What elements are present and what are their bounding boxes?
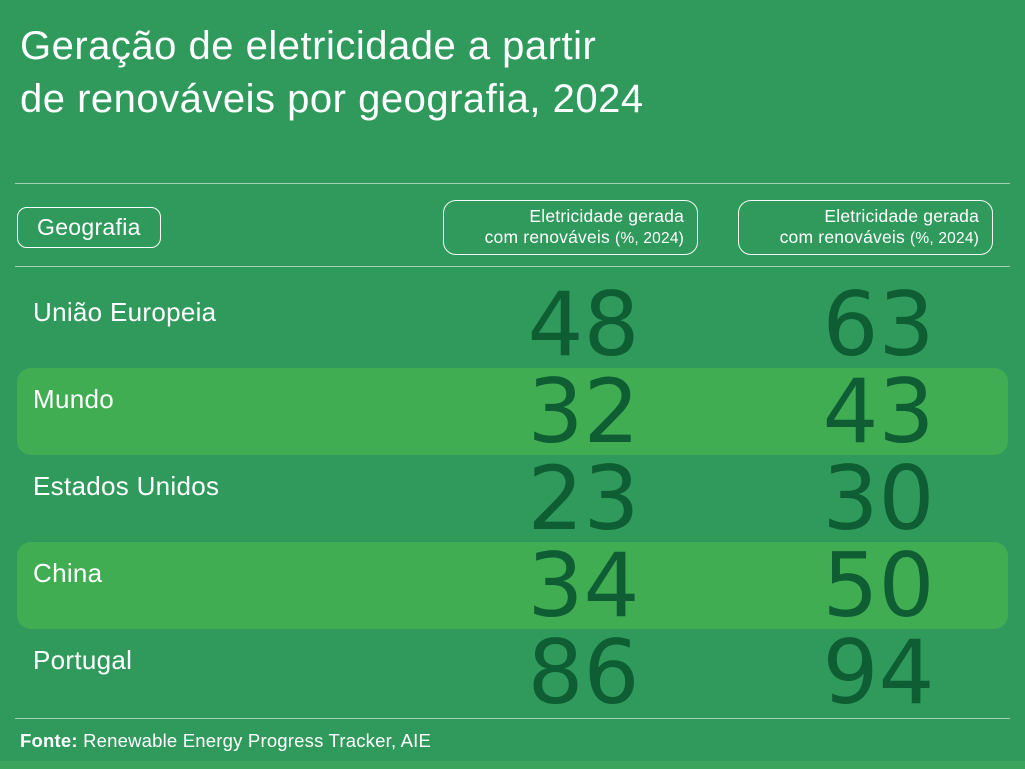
column-header-2-paren: (%, 2024) [910,229,979,247]
table-body: União Europeia 48 63 Mundo 32 43 Estados… [0,273,1025,724]
source-note: Fonte: Renewable Energy Progress Tracker… [20,730,431,752]
value-col2: 50 [822,534,935,637]
divider-header [15,266,1010,267]
geography-header-chip: Geografia [17,206,161,248]
page-title-line1: Geração de eletricidade a partir [20,24,597,68]
value-col1: 32 [527,360,640,463]
table-row: Estados Unidos 23 30 [17,447,1008,550]
value-col2: 43 [822,360,935,463]
value-col2: 63 [822,273,935,376]
page-title: Geração de eletricidade a partir de reno… [20,20,644,126]
geography-label: União Europeia [33,297,217,327]
column-header-2-line1: Eletricidade gerada [824,205,979,226]
value-col1: 48 [527,273,640,376]
value-col1: 86 [527,621,640,724]
table-header: Geografia Eletricidade gerada com renová… [17,197,993,257]
column-header-1-paren: (%, 2024) [615,229,684,247]
geography-header-label: Geografia [37,213,141,240]
table-row: Portugal 86 94 [17,621,1008,724]
source-label: Fonte: [20,730,78,751]
bottom-strip [0,761,1025,769]
geography-label: China [33,558,103,588]
value-col1: 23 [527,447,640,550]
divider-top [15,183,1010,184]
table-row: União Europeia 48 63 [17,273,1008,376]
value-col2: 30 [822,447,935,550]
geography-label: Estados Unidos [33,471,220,501]
geography-label: Mundo [33,384,114,414]
table-row: China 34 50 [17,534,1008,637]
table-row: Mundo 32 43 [17,360,1008,463]
column-header-1-line1: Eletricidade gerada [529,205,684,226]
divider-footer [15,718,1010,719]
geography-label: Portugal [33,645,133,675]
value-col2: 94 [822,621,935,724]
source-text: Renewable Energy Progress Tracker, AIE [83,730,432,751]
page-title-line2: de renováveis por geografia, 2024 [20,77,644,121]
column-header-2-line2: com renováveis (%, 2024) [779,226,979,247]
geography-header-cell: Geografia [17,206,443,248]
column-header-1: Eletricidade gerada com renováveis (%, 2… [443,199,698,255]
column-header-2: Eletricidade gerada com renováveis (%, 2… [738,199,993,255]
column-header-1-line2: com renováveis (%, 2024) [484,226,684,247]
value-col1: 34 [527,534,640,637]
